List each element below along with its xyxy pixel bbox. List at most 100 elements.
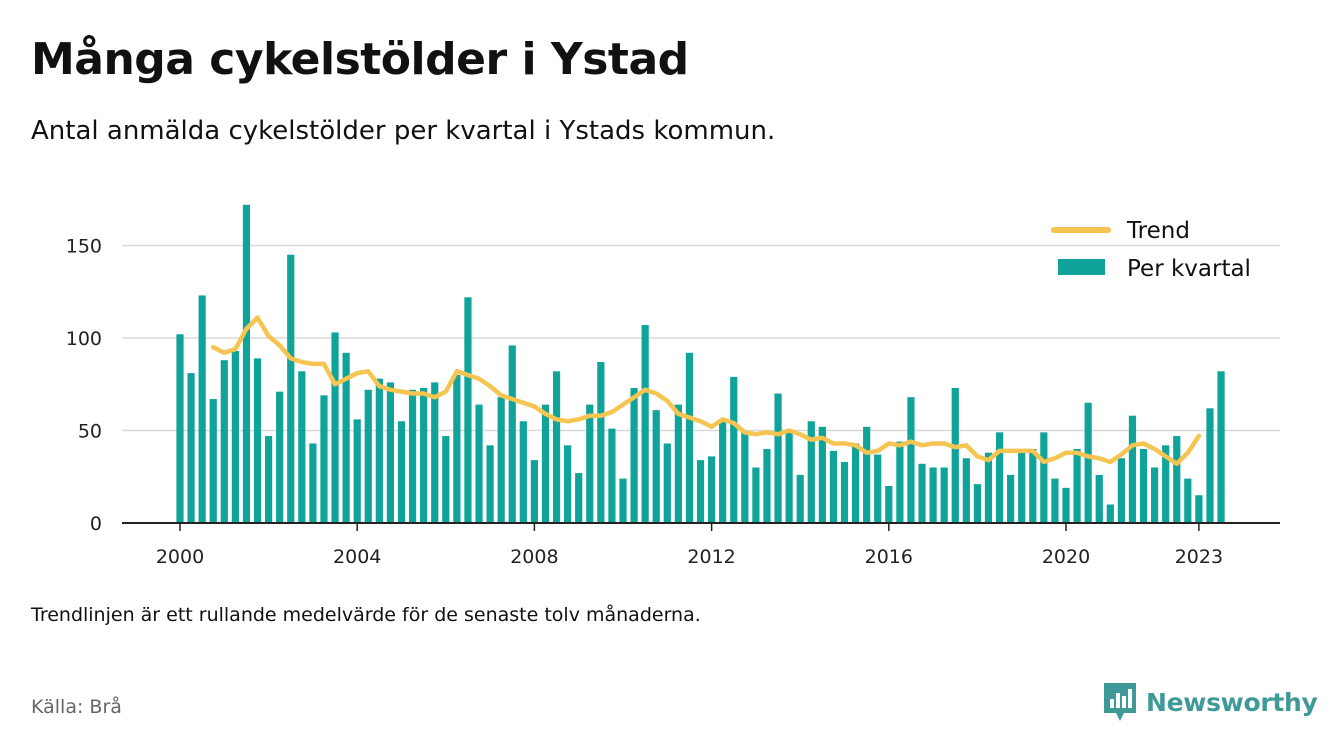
bar	[575, 473, 583, 523]
bar	[674, 404, 682, 523]
bar	[840, 461, 849, 523]
bar	[1128, 415, 1137, 523]
bar	[1162, 445, 1170, 523]
bar	[1184, 478, 1192, 523]
bar	[486, 445, 494, 523]
bar	[763, 449, 771, 523]
chart-area: 0 50 100 150 2000 2004 2008 2012 2016 2020 2023 T…	[66, 204, 1280, 568]
x-tick-label: 2004	[333, 546, 381, 568]
bar	[1029, 449, 1037, 523]
bar	[951, 387, 959, 523]
bar	[552, 371, 561, 523]
bar	[652, 410, 660, 523]
bar	[1095, 474, 1103, 523]
legend-per-kvartal-swatch	[1058, 259, 1105, 275]
x-tick-label: 2012	[687, 546, 735, 568]
trend-line	[210, 315, 1202, 467]
x-tick-label: 2023	[1175, 546, 1223, 568]
brand-name: Newsworthy	[1146, 687, 1318, 717]
bar	[375, 378, 383, 523]
bar	[1173, 436, 1181, 523]
bar	[453, 375, 461, 523]
newsworthy-logo[interactable]: Newsworthy	[1102, 681, 1318, 723]
bar-series-per-kvartal	[176, 204, 1225, 524]
legend: Trend Per kvartal	[1051, 218, 1251, 282]
bar	[1151, 467, 1159, 523]
x-tick-label: 2000	[156, 546, 204, 568]
bar	[564, 445, 572, 523]
bar	[276, 391, 284, 523]
bar	[1062, 487, 1070, 523]
bar	[309, 443, 317, 523]
bar	[209, 399, 217, 523]
bar	[907, 397, 915, 523]
bar	[885, 486, 893, 523]
bar	[1206, 408, 1214, 523]
bar	[829, 450, 838, 523]
bar	[530, 460, 538, 523]
bar	[464, 297, 472, 523]
bar	[741, 432, 749, 523]
bar	[1007, 474, 1015, 523]
bar	[386, 382, 395, 523]
bar	[508, 345, 516, 523]
bar	[785, 430, 793, 523]
bar	[918, 463, 926, 523]
bar	[331, 332, 339, 523]
bar	[929, 467, 937, 523]
bar	[597, 362, 605, 523]
y-tick-label: 50	[78, 421, 102, 443]
bar	[851, 443, 860, 523]
bar	[475, 404, 483, 523]
bar	[408, 389, 417, 523]
newsworthy-logo-icon	[1104, 683, 1136, 721]
bar	[497, 397, 505, 523]
bar	[708, 456, 716, 523]
bar	[696, 460, 705, 523]
bar	[1117, 458, 1125, 523]
bar	[818, 426, 826, 523]
bar	[431, 382, 439, 523]
legend-per-kvartal-label: Per kvartal	[1127, 256, 1251, 282]
x-axis: 2000 2004 2008 2012 2016 2020 2023	[122, 522, 1280, 568]
bar	[397, 421, 406, 523]
x-tick-label: 2008	[510, 546, 558, 568]
bar	[1084, 402, 1092, 523]
bar	[1073, 449, 1081, 523]
bar	[220, 360, 228, 523]
bar	[519, 421, 527, 523]
bar	[774, 393, 782, 523]
line-series-trend	[210, 315, 1202, 467]
bar	[187, 373, 195, 523]
bar	[1051, 478, 1059, 523]
bar	[796, 474, 804, 523]
bar	[874, 454, 882, 523]
bar	[1195, 495, 1203, 523]
bar	[719, 419, 727, 523]
bar	[641, 325, 649, 523]
y-tick-label: 100	[66, 328, 102, 350]
bar	[541, 404, 550, 523]
bar	[198, 295, 206, 523]
bar	[752, 467, 760, 523]
bar	[320, 395, 328, 523]
bar	[995, 432, 1004, 523]
chart-title: Många cykelstölder i Ystad	[31, 34, 689, 85]
bar	[1106, 504, 1114, 523]
bar	[176, 334, 184, 523]
bar	[663, 443, 671, 523]
gridlines	[122, 244, 1280, 432]
bar	[253, 358, 262, 523]
bar	[608, 428, 616, 523]
legend-trend-label: Trend	[1126, 218, 1190, 244]
bar	[630, 387, 638, 523]
bar	[364, 389, 372, 523]
bar	[619, 478, 627, 523]
bar	[242, 204, 251, 524]
y-tick-label: 150	[66, 236, 102, 258]
bar	[586, 404, 594, 523]
bar	[1018, 450, 1026, 523]
bar	[730, 376, 738, 523]
bar	[940, 467, 948, 523]
y-tick-label: 0	[90, 513, 102, 535]
